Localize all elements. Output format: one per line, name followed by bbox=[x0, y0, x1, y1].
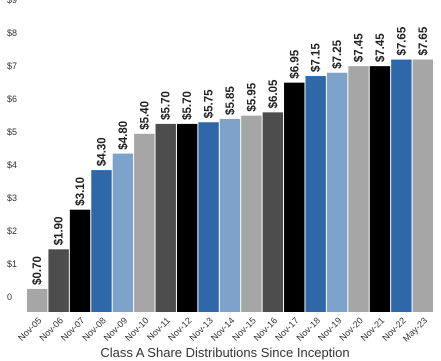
bar bbox=[391, 59, 412, 312]
data-labels: $0.70 $1.90 $3.10 $4.30 $4.80 $5.40 $5.70 $5.70… bbox=[32, 26, 430, 285]
y-tick-label: 0 bbox=[7, 292, 12, 302]
y-tick-label: $2 bbox=[7, 226, 17, 236]
bar bbox=[48, 249, 69, 312]
data-label: $4.30 bbox=[96, 137, 108, 166]
data-label: $7.45 bbox=[375, 33, 387, 62]
y-axis: 0 $1 $2 $3 $4 $5 $6 $7 $8 $9 bbox=[7, 0, 17, 302]
data-label: $7.45 bbox=[354, 33, 366, 62]
y-tick-label: $6 bbox=[7, 94, 17, 104]
bar bbox=[198, 122, 219, 312]
bar bbox=[241, 115, 262, 313]
data-label: $6.05 bbox=[268, 79, 280, 108]
bar bbox=[326, 72, 348, 312]
y-tick-label: $5 bbox=[7, 127, 17, 137]
bar bbox=[369, 66, 391, 313]
x-tick-label: May-23 bbox=[401, 315, 429, 343]
data-label: $5.95 bbox=[246, 82, 258, 111]
bar bbox=[348, 66, 369, 313]
bar bbox=[91, 170, 112, 312]
data-label: $6.95 bbox=[289, 49, 301, 78]
data-label: $5.70 bbox=[182, 91, 194, 120]
bar bbox=[219, 118, 241, 312]
bar bbox=[284, 82, 305, 313]
bar bbox=[112, 153, 134, 312]
data-label: $5.70 bbox=[161, 91, 173, 120]
bar bbox=[69, 209, 91, 312]
data-label: $7.65 bbox=[396, 26, 408, 55]
data-label: $4.80 bbox=[118, 121, 130, 150]
y-tick-label: $3 bbox=[7, 193, 17, 203]
bar bbox=[134, 133, 155, 312]
bar bbox=[176, 123, 198, 313]
bar bbox=[412, 59, 433, 312]
x-tick-label: Nov-10 bbox=[123, 315, 151, 343]
data-label: $5.75 bbox=[204, 89, 216, 118]
data-label: $7.15 bbox=[311, 43, 323, 72]
data-label: $3.10 bbox=[75, 177, 87, 206]
data-label: $0.70 bbox=[32, 256, 44, 285]
y-tick-label: $9 bbox=[7, 0, 17, 5]
bar bbox=[155, 123, 176, 313]
bars bbox=[27, 59, 433, 313]
x-axis: Nov-05Nov-06Nov-07Nov-08Nov-09Nov-10Nov-… bbox=[16, 315, 429, 343]
y-tick-label: $8 bbox=[7, 28, 17, 38]
bar bbox=[27, 288, 48, 312]
data-label: $1.90 bbox=[54, 217, 66, 246]
data-label: $5.40 bbox=[139, 101, 151, 130]
y-tick-label: $1 bbox=[7, 259, 17, 269]
bar bbox=[262, 112, 284, 312]
data-label: $7.65 bbox=[418, 26, 430, 55]
data-label: $7.25 bbox=[332, 39, 344, 68]
y-tick-label: $4 bbox=[7, 160, 17, 170]
bar bbox=[305, 76, 326, 312]
chart-title: Class A Share Distributions Since Incept… bbox=[100, 345, 349, 360]
data-label: $5.85 bbox=[225, 86, 237, 115]
y-tick-label: $7 bbox=[7, 61, 17, 71]
